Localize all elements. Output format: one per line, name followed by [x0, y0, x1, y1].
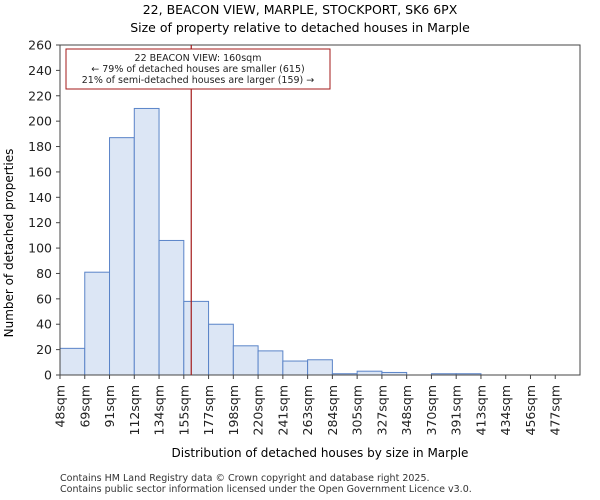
x-tick-label: 177sqm — [201, 385, 216, 435]
x-tick-label: 456sqm — [523, 385, 538, 435]
x-tick-label: 305sqm — [350, 385, 365, 435]
bar — [59, 347, 86, 376]
y-tick-label: 260 — [28, 38, 52, 53]
x-tick-label: 198sqm — [226, 385, 241, 435]
x-tick-label: 220sqm — [251, 385, 266, 435]
x-tick-label: 69sqm — [77, 385, 92, 428]
annotation-text: 21% of semi-detached houses are larger (… — [82, 75, 315, 86]
y-tick-label: 160 — [28, 164, 52, 179]
bar — [208, 323, 234, 376]
x-tick-label: 155sqm — [176, 385, 191, 435]
x-tick-label: 263sqm — [300, 385, 315, 435]
y-tick-label: 200 — [28, 114, 52, 129]
x-tick-label: 434sqm — [498, 385, 513, 435]
bar — [133, 107, 160, 376]
x-tick-label: 91sqm — [102, 385, 117, 428]
x-tick-label: 370sqm — [424, 385, 439, 435]
bar — [109, 137, 135, 376]
x-tick-label: 48sqm — [53, 385, 68, 428]
bar — [183, 300, 210, 376]
x-axis-label: Distribution of detached houses by size … — [172, 446, 469, 460]
annotation-text: ← 79% of detached houses are smaller (61… — [91, 64, 304, 75]
x-tick-label: 134sqm — [152, 385, 167, 435]
y-tick-label: 140 — [28, 190, 52, 205]
x-tick-label: 284sqm — [325, 385, 340, 435]
bar — [232, 345, 259, 376]
y-tick-label: 80 — [36, 266, 52, 281]
x-tick-label: 112sqm — [127, 385, 142, 435]
y-tick-label: 20 — [36, 342, 52, 357]
annotation-text: 22 BEACON VIEW: 160sqm — [135, 53, 262, 64]
bar — [257, 350, 284, 376]
x-tick-label: 327sqm — [374, 385, 389, 435]
bar — [84, 271, 111, 376]
x-tick-label: 413sqm — [473, 385, 488, 435]
y-tick-label: 220 — [28, 88, 52, 103]
chart-title: 22, BEACON VIEW, MARPLE, STOCKPORT, SK6 … — [143, 2, 458, 17]
y-tick-label: 40 — [36, 317, 52, 332]
bar — [282, 360, 309, 376]
footer-line-1: Contains HM Land Registry data © Crown c… — [60, 473, 430, 484]
footer-line-2: Contains public sector information licen… — [60, 484, 472, 495]
bar — [158, 239, 185, 376]
y-tick-label: 0 — [44, 368, 52, 383]
y-tick-label: 120 — [28, 215, 52, 230]
y-tick-label: 180 — [28, 139, 52, 154]
x-tick-label: 348sqm — [399, 385, 414, 435]
x-tick-label: 391sqm — [449, 385, 464, 435]
y-tick-label: 100 — [28, 241, 52, 256]
plot-area: 0 20 40 60 80 100 120 140 160 180 200 220 240 260 48sq… — [28, 38, 581, 435]
chart-subtitle: Size of property relative to detached ho… — [130, 20, 470, 35]
y-axis-label: Number of detached properties — [2, 149, 16, 338]
y-tick-label: 60 — [36, 291, 52, 306]
bar — [356, 370, 383, 376]
x-tick-label: 241sqm — [275, 385, 290, 435]
annotation-box — [65, 48, 331, 90]
x-tick-label: 477sqm — [548, 385, 563, 435]
y-tick-label: 240 — [28, 63, 52, 78]
bar — [307, 359, 333, 376]
